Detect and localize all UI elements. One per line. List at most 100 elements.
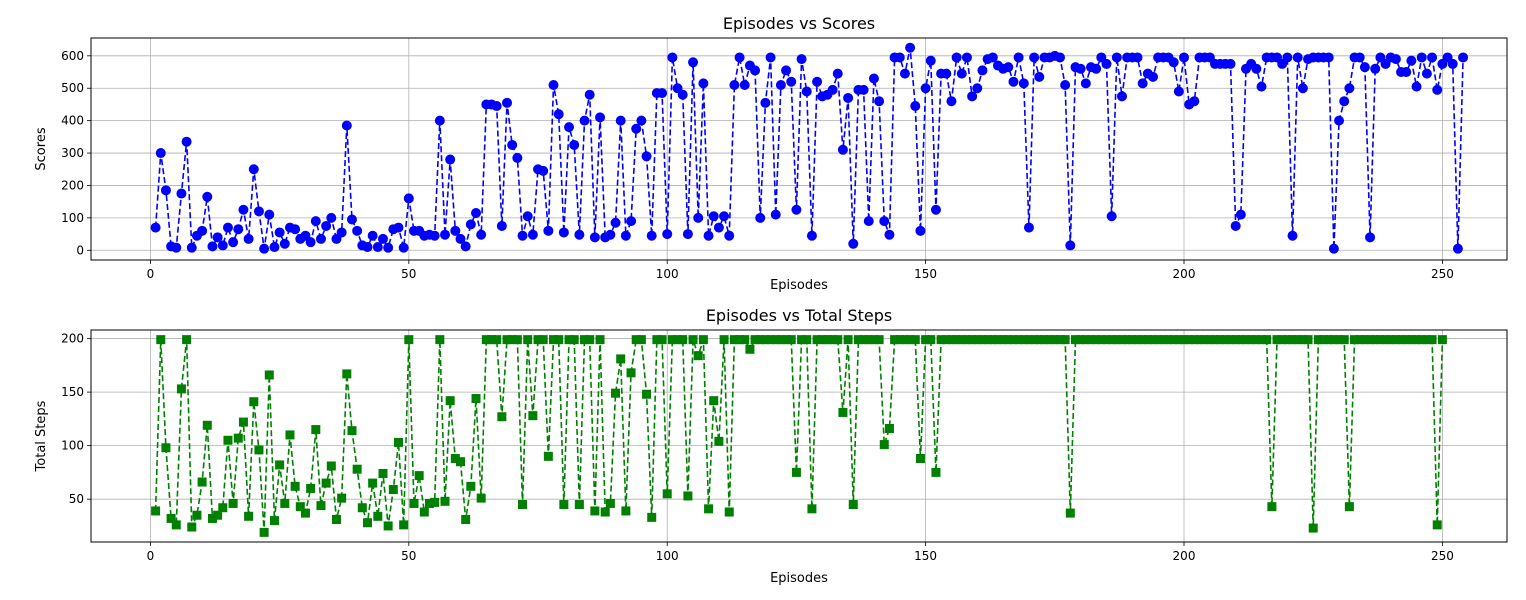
scores-data-point [310, 216, 321, 227]
scores-data-point [879, 216, 890, 227]
scores-x-tick-label: 200 [1173, 267, 1196, 281]
scores-data-point [786, 76, 797, 87]
scores-data-point [171, 242, 182, 253]
scores-data-point [502, 97, 513, 108]
scores-data-point [713, 222, 724, 233]
steps-series [151, 335, 1447, 537]
scores-data-point [1235, 209, 1246, 220]
scores-data-point [946, 96, 957, 107]
steps-data-point [1262, 335, 1272, 345]
steps-y-tick-label: 50 [69, 492, 84, 506]
scores-data-point [729, 79, 740, 90]
scores-axes-frame [90, 37, 1508, 261]
steps-x-tick-label: 100 [656, 549, 679, 563]
scores-data-point [677, 89, 688, 100]
steps-data-point [714, 436, 724, 446]
scores-data-point [398, 242, 409, 253]
steps-data-point [745, 344, 755, 354]
scores-data-point [1225, 58, 1236, 69]
steps-data-point [642, 389, 652, 399]
scores-data-point [160, 185, 171, 196]
scores-data-point [1401, 67, 1412, 78]
steps-data-point [636, 335, 646, 345]
steps-data-point [843, 335, 853, 345]
scores-data-point [574, 229, 585, 240]
steps-data-point [626, 368, 636, 378]
scores-data-point [620, 230, 631, 241]
steps-data-point [414, 471, 424, 481]
steps-data-point [187, 522, 197, 532]
scores-data-point [688, 57, 699, 68]
steps-data-point [331, 515, 341, 525]
steps-data-point [1065, 508, 1075, 518]
steps-data-point [838, 407, 848, 417]
steps-data-point [704, 504, 714, 514]
steps-data-point [698, 335, 708, 345]
scores-y-tick-label: 0 [76, 243, 84, 257]
steps-data-point [404, 335, 414, 345]
steps-data-point [709, 396, 719, 406]
scores-data-point [1096, 52, 1107, 63]
scores-data-point [930, 204, 941, 215]
scores-data-point [1168, 57, 1179, 68]
scores-data-point [274, 227, 285, 238]
scores-data-point [595, 112, 606, 123]
steps-data-point [445, 396, 455, 406]
steps-data-point [915, 453, 925, 463]
scores-ticks: 0 50 100 150 200 250 0 100 200 300 400 500 600 [61, 49, 1454, 281]
scores-data-point [1282, 52, 1293, 63]
steps-data-point [476, 493, 486, 503]
scores-data-point [925, 55, 936, 66]
scores-data-point [837, 144, 848, 155]
steps-data-point [409, 498, 419, 508]
steps-data-point [306, 483, 316, 493]
scores-data-point [1065, 240, 1076, 251]
scores-data-point [155, 148, 166, 159]
steps-data-point [347, 426, 357, 436]
scores-data-point [181, 136, 192, 147]
scores-data-point [863, 216, 874, 227]
scores-data-point [750, 65, 761, 76]
steps-data-point [269, 516, 279, 526]
steps-data-point [518, 500, 528, 510]
scores-data-point [1411, 81, 1422, 92]
scores-data-point [734, 52, 745, 63]
scores-data-point [589, 232, 600, 243]
scores-data-point [150, 222, 161, 233]
scores-data-point [724, 230, 735, 241]
steps-data-point [724, 507, 734, 517]
scores-data-point [564, 122, 575, 133]
scores-data-point [781, 65, 792, 76]
scores-data-point [894, 52, 905, 63]
scores-data-point [941, 68, 952, 79]
steps-data-point [357, 503, 367, 513]
scores-x-tick-label: 0 [147, 267, 155, 281]
scores-data-point [972, 83, 983, 94]
scores-data-point [336, 227, 347, 238]
scores-data-point [1106, 211, 1117, 222]
scores-data-point [1272, 52, 1283, 63]
steps-data-point [311, 425, 321, 435]
scores-data-point [212, 232, 223, 243]
steps-data-point [693, 351, 703, 361]
scores-data-point [760, 97, 771, 108]
scores-data-point [956, 68, 967, 79]
steps-data-point [590, 506, 600, 516]
scores-data-point [899, 68, 910, 79]
scores-data-point [569, 139, 580, 150]
steps-data-point [342, 369, 352, 379]
steps-data-point [259, 527, 269, 537]
steps-data-point [362, 518, 372, 528]
steps-data-point [151, 506, 161, 516]
scores-data-point [801, 86, 812, 97]
scores-data-point [558, 227, 569, 238]
scores-data-point [429, 230, 440, 241]
scores-y-tick-label: 100 [61, 211, 84, 225]
steps-x-tick-label: 0 [147, 549, 155, 563]
steps-data-point [202, 420, 212, 430]
scores-data-point [548, 79, 559, 90]
scores-data-point [641, 151, 652, 162]
steps-data-point [538, 335, 548, 345]
scores-data-point [465, 219, 476, 230]
scores-data-point [352, 225, 363, 236]
